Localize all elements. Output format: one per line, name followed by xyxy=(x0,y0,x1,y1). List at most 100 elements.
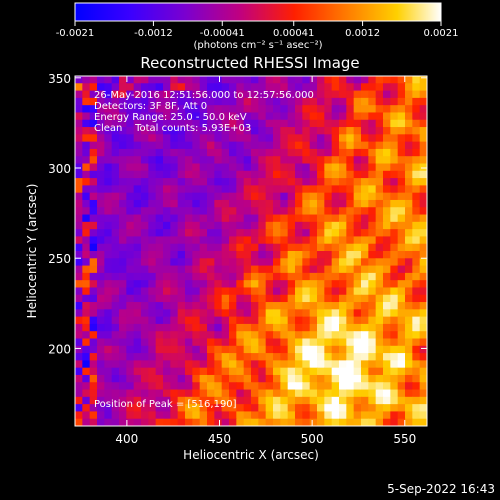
heatmap-cell xyxy=(192,323,201,332)
heatmap-cell xyxy=(119,214,127,223)
heatmap-cell xyxy=(295,236,303,245)
heatmap-cell xyxy=(295,112,303,121)
heatmap-cell xyxy=(221,141,230,150)
heatmap-cell xyxy=(207,258,215,267)
heatmap-cell xyxy=(111,221,120,230)
heatmap-cell xyxy=(273,112,281,121)
heatmap-cell xyxy=(346,105,355,114)
heatmap-cell xyxy=(97,389,105,398)
heatmap-cell xyxy=(214,287,223,296)
heatmap-cell xyxy=(133,411,142,420)
heatmap-cell xyxy=(199,404,208,413)
heatmap-cell xyxy=(214,229,223,238)
heatmap-cell xyxy=(273,258,281,267)
heatmap-cell xyxy=(177,76,186,84)
heatmap-cell xyxy=(331,141,340,150)
heatmap-cell xyxy=(104,367,113,376)
heatmap-cell xyxy=(214,178,223,186)
heatmap-cell xyxy=(346,141,355,150)
heatmap-cell xyxy=(148,294,157,303)
heatmap-cell xyxy=(251,112,259,121)
heatmap-cell xyxy=(243,221,252,230)
heatmap-cell xyxy=(82,251,91,259)
heatmap-cell xyxy=(243,331,252,340)
heatmap-cell xyxy=(346,382,355,391)
heatmap-cell xyxy=(97,134,105,143)
heatmap-cell xyxy=(119,127,127,135)
heatmap-cell xyxy=(397,229,406,238)
heatmap-cell xyxy=(141,221,149,230)
heatmap-cell xyxy=(192,367,201,376)
heatmap-cell xyxy=(251,141,259,150)
heatmap-cell xyxy=(82,236,91,245)
heatmap-cell xyxy=(163,185,171,194)
heatmap-cell xyxy=(390,272,399,281)
heatmap-cell xyxy=(295,294,303,303)
heatmap-cell xyxy=(221,389,230,398)
heatmap-cell xyxy=(346,251,355,259)
heatmap-cell xyxy=(258,97,267,106)
heatmap-cell xyxy=(119,316,127,325)
heatmap-cell xyxy=(119,294,127,303)
heatmap-cell xyxy=(192,178,201,186)
heatmap-cell xyxy=(412,316,421,325)
heatmap-cell xyxy=(185,178,193,186)
heatmap-cell xyxy=(331,134,340,143)
heatmap-cell xyxy=(75,156,83,165)
heatmap-cell xyxy=(89,170,98,179)
heatmap-cell xyxy=(221,316,230,325)
heatmap-cell xyxy=(346,148,355,157)
heatmap-cell xyxy=(214,76,223,84)
heatmap-cell xyxy=(177,112,186,121)
heatmap-cell xyxy=(163,243,171,252)
heatmap-cell xyxy=(295,185,303,194)
heatmap-cell xyxy=(324,389,333,398)
heatmap-cell xyxy=(199,382,208,391)
heatmap-cell xyxy=(346,265,355,274)
heatmap-cell xyxy=(368,170,377,179)
heatmap-cell xyxy=(339,353,347,361)
heatmap-cell xyxy=(133,272,142,281)
heatmap-cell xyxy=(163,418,171,426)
heatmap-cell xyxy=(346,367,355,376)
heatmap-cell xyxy=(214,163,223,172)
heatmap-cell xyxy=(155,178,164,186)
heatmap-cell xyxy=(133,287,142,296)
heatmap-cell xyxy=(405,272,413,281)
heatmap-cell xyxy=(383,134,391,143)
heatmap-cell xyxy=(339,221,347,230)
heatmap-cell xyxy=(251,214,259,223)
heatmap-cell xyxy=(273,185,281,194)
heatmap-cell xyxy=(309,148,318,157)
heatmap-cell xyxy=(163,148,171,157)
heatmap-cell xyxy=(229,134,237,143)
heatmap-cell xyxy=(97,411,105,420)
heatmap-cell xyxy=(185,360,193,369)
heatmap-cell xyxy=(192,207,201,216)
heatmap-cell xyxy=(177,251,186,259)
heatmap-cell xyxy=(317,192,325,201)
heatmap-cell xyxy=(361,309,369,318)
heatmap-cell xyxy=(199,396,208,405)
heatmap-cell xyxy=(405,229,413,238)
heatmap-cell xyxy=(405,170,413,179)
heatmap-cell xyxy=(295,119,303,128)
heatmap-cell xyxy=(383,76,391,84)
heatmap-cell xyxy=(258,156,267,165)
heatmap-cell xyxy=(119,345,127,354)
heatmap-cell xyxy=(97,83,105,92)
heatmap-cell xyxy=(104,236,113,245)
heatmap-cell xyxy=(317,243,325,252)
heatmap-cell xyxy=(163,411,171,420)
heatmap-cell xyxy=(331,83,340,92)
heatmap-cell xyxy=(214,141,223,150)
heatmap-cell xyxy=(361,141,369,150)
heatmap-cell xyxy=(236,404,245,413)
heatmap-cell xyxy=(317,280,325,289)
heatmap-cell xyxy=(133,302,142,310)
heatmap-cell xyxy=(192,265,201,274)
heatmap-cell xyxy=(119,163,127,172)
heatmap-cell xyxy=(397,97,406,106)
heatmap-cell xyxy=(236,90,245,99)
